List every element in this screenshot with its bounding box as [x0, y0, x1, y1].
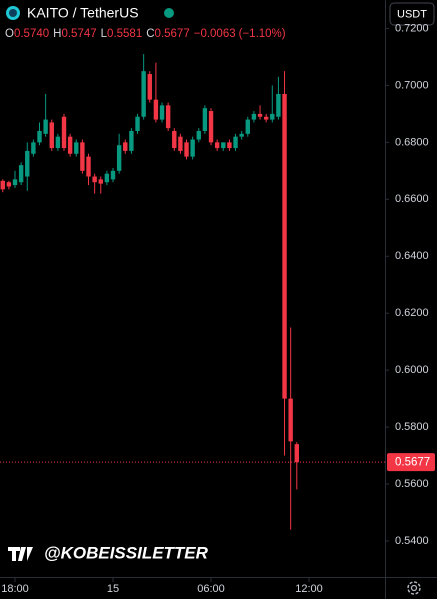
candle-body: [55, 136, 61, 149]
candle-body: [257, 113, 263, 117]
y-tick-label: 0.5400: [395, 535, 429, 547]
candle-body: [18, 165, 24, 183]
y-tick-label: 0.6800: [395, 136, 429, 148]
candle-body: [110, 170, 116, 180]
x-tick-label: 12:00: [295, 583, 323, 595]
settings-icon[interactable]: [407, 581, 421, 595]
currency-button[interactable]: [389, 2, 435, 26]
ohlc-value: 0.5677: [155, 28, 190, 40]
candle-body: [0, 180, 5, 190]
candle-body: [37, 130, 42, 143]
candle-body: [288, 398, 293, 442]
candle-body: [43, 119, 48, 134]
candle-body: [61, 116, 67, 149]
candle-body: [153, 99, 159, 120]
candle-body: [104, 173, 110, 183]
y-tick-label: 0.6400: [395, 250, 429, 262]
candle-body: [6, 182, 12, 187]
x-tick-label: 15: [107, 583, 119, 595]
ohlc-value: 0.5740: [14, 28, 49, 40]
ohlc-label: O: [5, 28, 14, 40]
watermark-text: @KOBEISSILETTER: [44, 543, 209, 562]
candle-body: [98, 179, 103, 184]
ohlc-label: H: [53, 28, 61, 40]
last-price-box: [387, 453, 435, 472]
candle-body: [116, 145, 122, 171]
candle-body: [123, 142, 128, 151]
status-dot: [164, 8, 174, 18]
currency-label[interactable]: USDT: [397, 8, 427, 20]
watermark: [8, 547, 33, 561]
candle-body: [165, 105, 171, 129]
x-tick-label: 18:00: [1, 583, 29, 595]
y-tick-label: 0.7200: [395, 22, 429, 34]
ohlc-value: 0.5747: [61, 28, 96, 40]
candle-body: [190, 139, 195, 157]
x-tick-label: 06:00: [197, 583, 225, 595]
candle-body: [196, 130, 201, 140]
y-tick-label: 0.6600: [395, 193, 429, 205]
candle-body: [263, 116, 269, 120]
candle-body: [227, 142, 232, 149]
candle-body: [31, 142, 36, 154]
y-tick-label: 0.5600: [395, 478, 429, 490]
candle-body: [92, 176, 97, 183]
candle-body: [184, 142, 189, 157]
ohlc-header: O0.5740 H0.5747 L0.5581 C0.5677 −0.0063 (−1.1…: [5, 28, 286, 40]
candle-body: [276, 93, 281, 117]
ohlc-label: C: [146, 28, 154, 40]
last-price-label: 0.5677: [395, 457, 430, 469]
y-tick-label: 0.6200: [395, 307, 429, 319]
symbol-icon: [6, 6, 20, 20]
candle-body: [25, 150, 30, 177]
candle-body: [178, 136, 183, 151]
candle-body: [12, 179, 18, 186]
y-tick-label: 0.7000: [395, 79, 429, 91]
candle-body: [294, 444, 299, 463]
candle-body: [270, 113, 275, 120]
candle-body: [214, 142, 220, 149]
ohlc-label: L: [101, 28, 108, 40]
candle-body: [135, 116, 140, 131]
candle-body: [233, 136, 238, 149]
chart-title: KAITO / TetherUS: [27, 5, 139, 21]
ohlc-value: 0.5581: [107, 28, 142, 40]
candle-body: [141, 71, 146, 117]
candle-body: [67, 136, 73, 154]
candle-body: [239, 133, 244, 137]
y-tick-label: 0.5800: [395, 421, 429, 433]
candle-body: [208, 111, 214, 143]
candle-body: [80, 142, 85, 171]
candle-body: [129, 130, 134, 151]
candle-body: [282, 93, 287, 399]
y-tick-label: 0.6000: [395, 364, 429, 376]
candle-body: [74, 142, 79, 154]
candle-body: [86, 156, 91, 177]
candle-body: [245, 119, 250, 134]
candle-body: [159, 105, 165, 120]
candle-body: [202, 108, 208, 131]
candle-body: [49, 122, 54, 149]
candle-body: [221, 142, 226, 149]
candle-body: [147, 74, 152, 100]
change: −0.0063: [194, 28, 236, 40]
change-pct: (−1.10%): [239, 28, 286, 40]
candle-body: [172, 130, 177, 149]
candle-body: [251, 113, 257, 120]
